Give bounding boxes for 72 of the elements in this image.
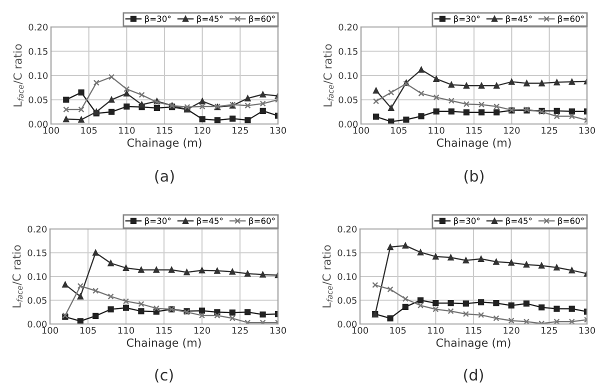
x-axis-title: Chainage (m) — [436, 138, 511, 150]
x-tick-label: 125 — [542, 126, 558, 134]
y-tick-label: 0.20 — [338, 226, 357, 233]
x-tick-label: 115 — [156, 327, 172, 334]
y-tick-label: 0.15 — [28, 249, 46, 256]
legend-label: β=30° — [145, 15, 171, 24]
legend-label: β=45° — [506, 217, 532, 226]
y-tick-label: 0.10 — [28, 72, 48, 80]
x-tick-label: 100 — [353, 126, 370, 134]
legend-label: β=45° — [197, 15, 223, 24]
y-tick-label: 0.10 — [28, 273, 47, 280]
y-tick-label: 0.00 — [338, 120, 358, 128]
y-tick-label: 0.20 — [338, 24, 358, 31]
text: (a) — [155, 170, 174, 184]
x-axis-title: Chainage (m) — [127, 138, 202, 150]
y-tick-label: 0.05 — [28, 96, 48, 104]
legend-label: β=30° — [454, 217, 480, 226]
x-tick-label: 110 — [428, 126, 444, 134]
x-tick-label: 105 — [80, 326, 96, 334]
y-tick-label: 0.05 — [28, 296, 46, 304]
y-tick-label: 0.00 — [338, 320, 357, 328]
x-tick-label: 110 — [119, 126, 135, 134]
y-tick-label: 0.05 — [338, 96, 358, 104]
text: (b) — [464, 170, 484, 184]
y-tick-label: 0.20 — [28, 24, 48, 31]
y-tick-label: 0.20 — [28, 226, 47, 233]
legend-label: β=45° — [506, 15, 532, 24]
x-tick-label: 115 — [466, 327, 482, 334]
x-axis-title: Chainage (m) — [126, 338, 201, 350]
x-tick-label: 130 — [270, 326, 286, 334]
y-axis-title: L$_{face}$/C ratio — [323, 44, 334, 106]
x-tick-label: 120 — [504, 326, 520, 334]
x-tick-label: 110 — [428, 326, 444, 334]
x-tick-label: 105 — [391, 126, 406, 134]
legend-label: β=60° — [558, 15, 584, 24]
y-axis-title: L$_{face}$/C ratio — [12, 245, 23, 308]
x-tick-label: 130 — [270, 126, 286, 134]
x-tick-label: 120 — [194, 126, 210, 134]
y-tick-label: 0.00 — [28, 120, 48, 128]
x-axis-title: Chainage (m) — [436, 338, 510, 350]
x-tick-label: 125 — [232, 326, 248, 334]
x-tick-label: 100 — [352, 326, 368, 334]
text: (d) — [464, 368, 483, 382]
x-tick-label: 115 — [466, 127, 482, 134]
y-tick-label: 0.10 — [338, 72, 358, 80]
y-tick-label: 0.15 — [28, 48, 48, 55]
text: (c) — [155, 368, 173, 382]
x-tick-label: 125 — [232, 126, 248, 134]
legend-label: β=60° — [249, 217, 275, 226]
x-tick-label: 125 — [542, 326, 557, 334]
x-tick-label: 100 — [42, 326, 58, 334]
x-tick-label: 120 — [194, 326, 210, 334]
y-axis-title: L$_{face}$/C ratio — [322, 245, 333, 308]
x-tick-label: 115 — [156, 127, 172, 134]
y-tick-label: 0.15 — [338, 48, 358, 55]
legend-label: β=45° — [197, 217, 223, 226]
y-axis-title: L$_{face}$/C ratio — [13, 44, 24, 106]
legend-label: β=60° — [249, 15, 275, 24]
x-tick-label: 120 — [504, 126, 520, 134]
x-tick-label: 105 — [390, 326, 406, 334]
x-tick-label: 105 — [81, 126, 97, 134]
y-tick-label: 0.00 — [28, 320, 47, 328]
x-tick-label: 130 — [579, 326, 596, 334]
x-tick-label: 130 — [579, 126, 596, 134]
y-tick-label: 0.05 — [338, 296, 356, 304]
legend-label: β=60° — [558, 217, 584, 226]
y-tick-label: 0.15 — [338, 249, 356, 256]
x-tick-label: 110 — [118, 326, 134, 334]
x-tick-label: 100 — [43, 126, 60, 134]
y-tick-label: 0.10 — [338, 273, 357, 280]
legend-label: β=30° — [145, 217, 171, 226]
legend-label: β=30° — [454, 15, 480, 24]
